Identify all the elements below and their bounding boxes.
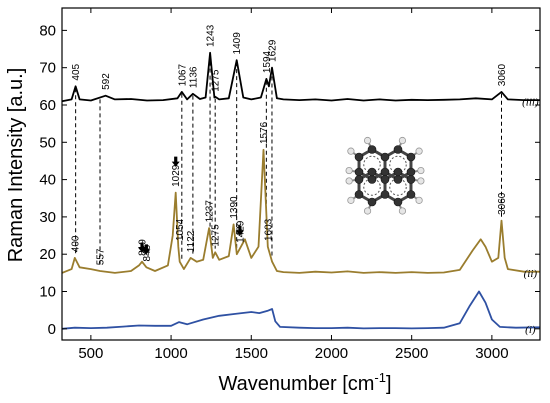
y-tick-label: 0 xyxy=(48,321,56,338)
y-tick-label: 10 xyxy=(39,284,56,301)
hydrogen-atom xyxy=(347,196,355,204)
x-tick-label: 1000 xyxy=(154,345,187,362)
y-axis-label: Raman Intensity [a.u.] xyxy=(5,68,27,263)
down-arrow-icon xyxy=(235,225,244,236)
peak-label: 557 xyxy=(96,248,107,265)
y-tick-label: 70 xyxy=(39,60,56,77)
peak-label: 1122 xyxy=(186,230,197,252)
peak-label: 1576 xyxy=(259,121,270,144)
hydrogen-atom xyxy=(415,196,423,204)
peak-label: 1029 xyxy=(171,164,182,187)
peak-label: 1243 xyxy=(206,24,217,47)
series-tag: (iii) xyxy=(522,96,539,108)
carbon-atom xyxy=(393,145,403,154)
series-line-3 xyxy=(61,290,541,330)
peak-label: 1629 xyxy=(267,39,278,62)
hydrogen-atom xyxy=(417,177,425,185)
peak-label: 400 xyxy=(70,235,81,252)
carbon-atom xyxy=(406,152,416,162)
y-tick-label: 60 xyxy=(39,97,56,114)
peak-label: 1054 xyxy=(175,218,186,241)
carbon-atom xyxy=(380,152,390,162)
carbon-atom xyxy=(354,175,364,184)
hydrogen-atom xyxy=(417,166,425,175)
peak-arrows xyxy=(138,156,244,255)
x-axis-label: Wavenumber [cm-1] xyxy=(218,370,391,395)
y-tick-label: 50 xyxy=(39,134,56,151)
peak-label: 1603 xyxy=(263,218,274,241)
carbon-atom xyxy=(406,190,416,199)
x-tick-label: 500 xyxy=(78,345,103,362)
series-line-1 xyxy=(61,51,540,103)
hydrogen-atom xyxy=(398,207,407,215)
carbon-atom xyxy=(367,145,377,154)
peak-label: 1390 xyxy=(229,196,240,219)
peak-label: 1275 xyxy=(211,224,222,247)
peak-label: 3060 xyxy=(497,192,508,215)
x-tick-label: 3000 xyxy=(475,345,508,362)
plot-frame xyxy=(61,7,541,341)
carbon-atom xyxy=(367,197,377,207)
series-lines xyxy=(61,51,541,330)
peak-label: 1136 xyxy=(188,66,199,88)
peak-label: 1067 xyxy=(177,64,188,87)
carbon-atom xyxy=(393,175,403,184)
hydrogen-atom xyxy=(415,147,423,155)
series-tags: (iii) (ii) (i) xyxy=(522,96,539,336)
peak-label: 3060 xyxy=(497,64,508,87)
peak-label: 592 xyxy=(101,73,112,90)
carbon-atom xyxy=(367,175,377,184)
y-tick-label: 80 xyxy=(39,22,56,39)
pyrene-molecule-icon xyxy=(345,136,425,215)
carbon-atom xyxy=(393,167,403,177)
peak-label: 1237 xyxy=(205,200,216,223)
y-tick-label: 20 xyxy=(39,246,56,263)
y-tick-label: 30 xyxy=(39,209,56,226)
aromatic-ring xyxy=(389,178,407,196)
carbon-atom xyxy=(393,197,403,207)
carbon-atom xyxy=(406,175,416,184)
peak-label: 1409 xyxy=(232,32,243,55)
carbon-atom xyxy=(380,167,390,177)
peak-label: 1594 xyxy=(262,50,273,73)
down-arrow-icon xyxy=(171,156,180,167)
y-tick-label: 40 xyxy=(39,172,56,189)
x-tick-label: 2500 xyxy=(395,345,428,362)
x-axis-label-suffix: ] xyxy=(386,373,392,395)
hydrogen-atom xyxy=(363,207,372,215)
x-tick-label: 1500 xyxy=(235,345,268,362)
connector-lines xyxy=(75,54,503,268)
carbon-atom xyxy=(380,175,390,184)
x-tick-label: 2000 xyxy=(315,345,348,362)
aromatic-ring xyxy=(363,178,381,196)
carbon-atom xyxy=(367,167,377,177)
down-arrow-icon xyxy=(142,244,151,255)
hydrogen-atom xyxy=(347,147,355,155)
series-tag: (ii) xyxy=(524,268,538,280)
carbon-atom xyxy=(406,167,416,177)
x-axis-label-superscript: -1 xyxy=(374,370,386,385)
hydrogen-atom xyxy=(398,136,407,145)
carbon-atom xyxy=(354,190,364,199)
peak-label: 1275 xyxy=(211,69,222,92)
series-tag: (i) xyxy=(525,324,536,336)
carbon-atom xyxy=(380,190,390,199)
x-axis-label-main: Wavenumber [cm xyxy=(218,373,374,395)
carbon-atom xyxy=(354,152,364,162)
hydrogen-atom xyxy=(345,166,353,175)
hydrogen-atom xyxy=(363,136,372,145)
carbon-atom xyxy=(354,167,364,177)
hydrogen-atom xyxy=(345,177,353,185)
series-line-2 xyxy=(61,148,540,274)
peak-label: 405 xyxy=(71,63,82,80)
axes: 500 1000 1500 2000 2500 3000 0 10 20 30 40 50 60 70 80 xyxy=(39,7,541,362)
